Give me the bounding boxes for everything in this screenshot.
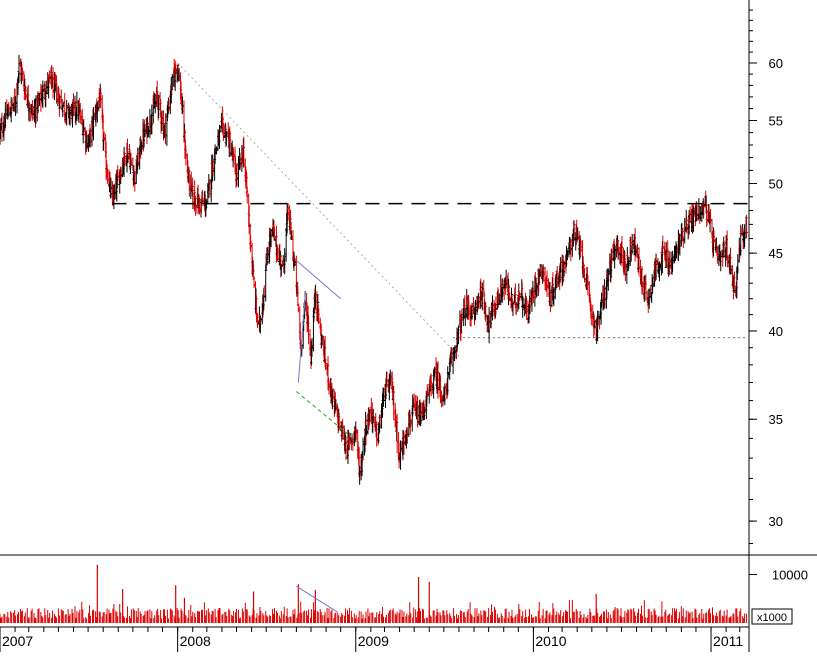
year-label: 2009 <box>358 633 389 649</box>
year-label: 2007 <box>2 633 33 649</box>
price-tick-label: 40 <box>769 324 783 339</box>
price-tick-label: 50 <box>769 176 783 191</box>
price-tick-label: 55 <box>769 113 783 128</box>
year-label: 2010 <box>535 633 566 649</box>
price-tick-label: 30 <box>769 514 783 529</box>
price-tick-label: 45 <box>769 246 783 261</box>
price-tick-label: 35 <box>769 412 783 427</box>
volume-unit-label: x1000 <box>757 612 787 624</box>
volume-tick-label: 10000 <box>772 568 808 583</box>
price-tick-label: 60 <box>769 56 783 71</box>
year-label: 2008 <box>180 633 211 649</box>
year-label: 2011 <box>713 633 743 649</box>
